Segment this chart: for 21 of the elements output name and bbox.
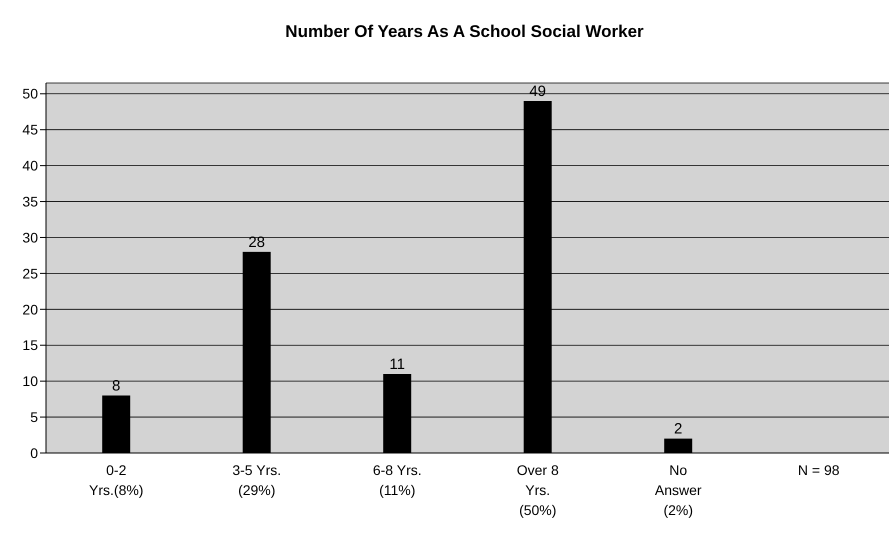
y-tick-label: 45 bbox=[22, 122, 38, 138]
x-tick-label: Over 8 Yrs. (50%) bbox=[516, 462, 559, 518]
y-tick-label: 40 bbox=[22, 158, 38, 174]
y-tick-label: 25 bbox=[22, 265, 38, 282]
y-tick-label: 20 bbox=[22, 301, 38, 318]
y-tick-label: 0 bbox=[30, 444, 38, 461]
chart-title: Number Of Years As A School Social Worker bbox=[284, 20, 645, 42]
x-tick-label: N = 98 bbox=[798, 462, 840, 478]
y-tick-label: 5 bbox=[30, 409, 38, 426]
data-label: 28 bbox=[248, 234, 266, 251]
y-tick-label: 35 bbox=[22, 194, 38, 210]
x-tick-label: 6-8 Yrs. (11%) bbox=[372, 462, 422, 498]
y-tick-label: 10 bbox=[22, 373, 38, 390]
y-tick-label: 15 bbox=[22, 337, 38, 354]
data-label: 11 bbox=[389, 356, 405, 373]
y-tick-label: 50 bbox=[22, 86, 38, 102]
y-tick-label: 30 bbox=[22, 229, 38, 246]
x-tick-label: 0-2 Yrs.(8%) bbox=[89, 462, 144, 498]
x-tick-label: No Answer (2%) bbox=[654, 462, 702, 518]
x-tick-label: 3-5 Yrs. (29%) bbox=[232, 462, 282, 498]
data-label: 2 bbox=[674, 420, 682, 438]
